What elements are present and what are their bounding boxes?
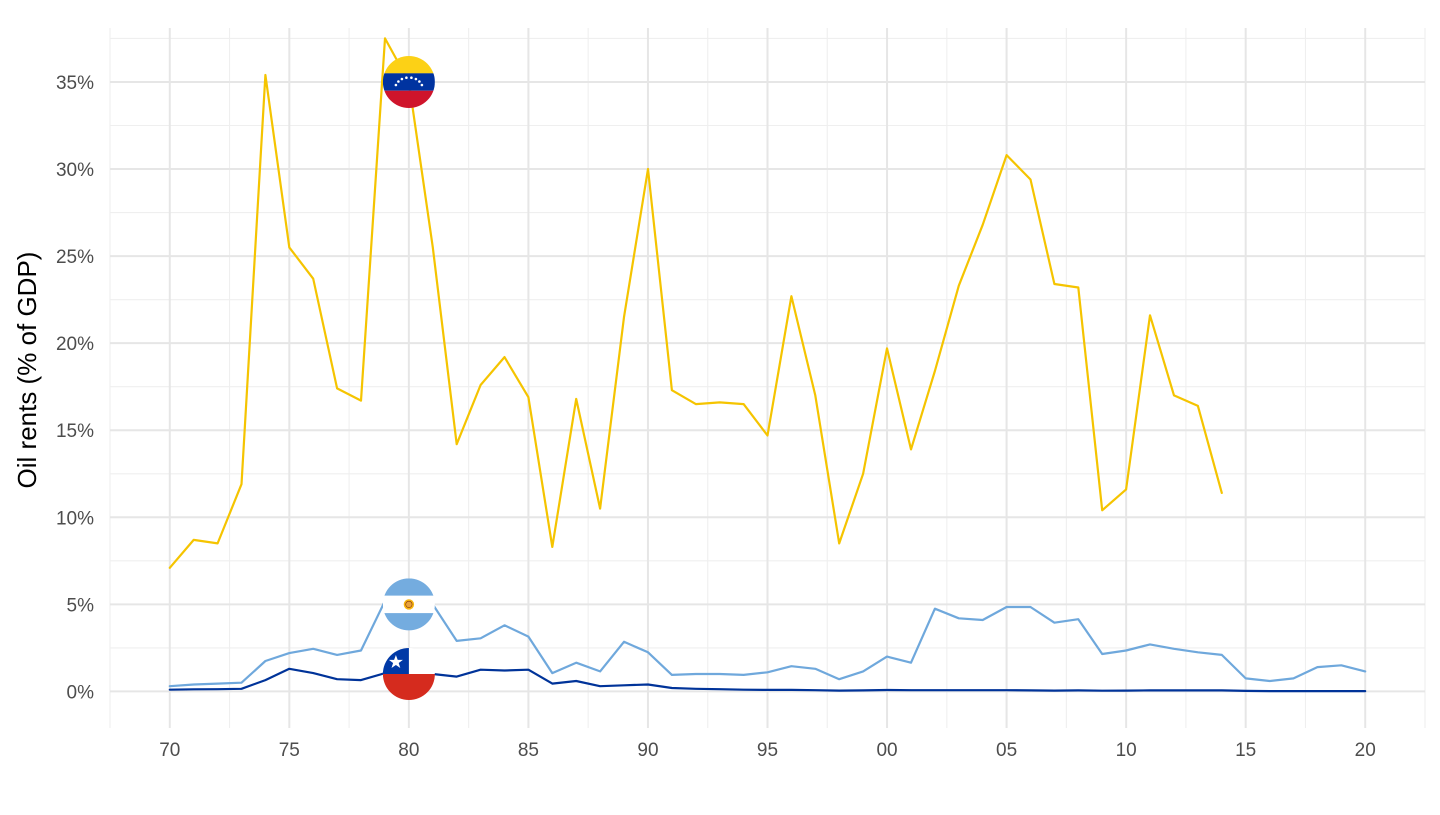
x-tick-label: 75 (279, 740, 300, 761)
chile-series-line (168, 667, 1367, 693)
y-tick-label: 20% (56, 334, 94, 355)
argentina-flag-icon (382, 578, 435, 631)
x-tick-label: 20 (1355, 740, 1376, 761)
x-tick-label: 10 (1116, 740, 1137, 761)
venezuela-flag-icon (382, 56, 435, 108)
grid-lines (109, 28, 1426, 728)
x-tick-label: 15 (1235, 740, 1256, 761)
x-tick-label: 85 (518, 740, 539, 761)
x-tick-label: 05 (996, 740, 1017, 761)
chile-flag-icon (382, 648, 435, 700)
x-tick-label: 95 (757, 740, 778, 761)
venezuela-series-line (168, 37, 1223, 569)
x-tick-label: 00 (876, 740, 897, 761)
x-tick-label: 80 (398, 740, 419, 761)
y-tick-label: 5% (67, 595, 95, 616)
y-axis-title: Oil rents (% of GDP) (12, 252, 42, 489)
argentina-series-line (168, 599, 1367, 688)
series-lines (168, 37, 1367, 693)
y-tick-label: 30% (56, 160, 94, 181)
x-tick-label: 70 (159, 740, 180, 761)
x-tick-label: 90 (637, 740, 658, 761)
y-tick-label: 0% (67, 682, 95, 703)
axes: 70 75 80 85 90 95 00 05 10 15 20 0% 5% 10% 15% 20% 25% 30… (56, 73, 1376, 761)
y-tick-label: 25% (56, 247, 94, 268)
y-tick-label: 35% (56, 73, 94, 94)
y-tick-label: 10% (56, 508, 94, 529)
y-tick-label: 15% (56, 421, 94, 442)
